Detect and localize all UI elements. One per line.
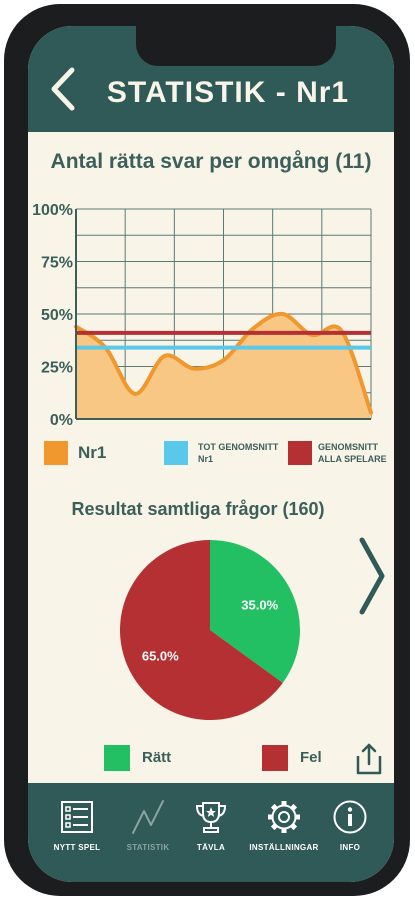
share-icon — [356, 743, 382, 775]
legend-item-fel: Fel — [262, 745, 322, 771]
legend-label-tot-line2: Nr1 — [198, 454, 214, 464]
screen: STATISTIK - Nr1 Antal rätta svar per omg… — [28, 26, 394, 882]
page-title: STATISTIK - Nr1 — [106, 76, 350, 109]
pie-slice-label-ratt: 35.0% — [241, 598, 278, 613]
legend-label-nr1: Nr1 — [78, 443, 107, 462]
y-tick-label: 75% — [41, 255, 73, 272]
pie-chart-legend: Rätt Fel — [28, 741, 394, 777]
pie-slice-fel — [119, 540, 283, 720]
line-chart: 100% 75% 50% 25% 0% — [32, 202, 373, 429]
legend-swatch-alla-spelare — [288, 441, 312, 465]
series-line-nr1 — [74, 311, 373, 415]
gear-icon — [268, 801, 300, 833]
share-button[interactable] — [354, 742, 384, 776]
y-tick-label: 0% — [50, 412, 73, 429]
tab-label-tavla: TÄVLA — [196, 843, 226, 852]
list-icon — [61, 801, 93, 833]
next-button[interactable] — [354, 536, 390, 616]
pie-chart-title: Resultat samtliga frågor (160) — [71, 499, 325, 519]
chevron-left-icon — [51, 67, 75, 111]
legend-label-tot-genomsnitt: TOT GENOMSNITT Nr1 — [198, 441, 278, 465]
trophy-icon — [195, 802, 227, 833]
back-button[interactable] — [46, 66, 82, 112]
statistics-icon — [132, 800, 164, 834]
tab-installningar[interactable]: INSTÄLLNINGAR — [248, 793, 320, 863]
line-chart-title: Antal rätta svar per omgång (11) — [50, 150, 372, 173]
tab-tavla[interactable]: TÄVLA — [175, 793, 247, 863]
y-tick-label: 25% — [41, 360, 73, 377]
legend-item-tot-genomsnitt: TOT GENOMSNITT Nr1 — [164, 441, 278, 465]
pie-slice-label-fel: 65.0% — [142, 648, 179, 663]
legend-swatch-ratt — [104, 745, 130, 771]
phone-frame: STATISTIK - Nr1 Antal rätta svar per omg… — [4, 4, 410, 896]
legend-label-fel: Fel — [300, 749, 322, 766]
line-chart-legend: Nr1 TOT GENOMSNITT Nr1 GENOMSNITT ALLA S… — [28, 436, 394, 486]
legend-item-alla-spelare: GENOMSNITT ALLA SPELARE — [288, 441, 387, 465]
y-tick-label: 50% — [41, 307, 73, 324]
legend-item-ratt: Rätt — [104, 745, 171, 771]
tab-label-nytt-spel: NYTT SPEL — [53, 843, 101, 852]
legend-label-all-line2: ALLA SPELARE — [318, 454, 387, 464]
pie-slice-ratt — [210, 540, 300, 683]
legend-label-all-line1: GENOMSNITT — [318, 442, 378, 452]
legend-label-tot-line1: TOT GENOMSNITT — [198, 442, 279, 452]
legend-swatch-nr1 — [44, 441, 68, 465]
chevron-right-icon — [359, 537, 385, 615]
legend-swatch-fel — [262, 745, 288, 771]
pie-chart: 35.0% 65.0% — [119, 540, 300, 720]
tab-bar: NYTT SPEL STATISTIK TÄVLA — [28, 783, 394, 882]
tab-label-installningar: INSTÄLLNINGAR — [249, 843, 319, 852]
y-tick-label: 100% — [32, 202, 73, 219]
legend-label-alla-spelare: GENOMSNITT ALLA SPELARE — [318, 441, 387, 465]
legend-swatch-tot-genomsnitt — [164, 441, 188, 465]
info-icon — [333, 800, 367, 834]
tab-nytt-spel[interactable]: NYTT SPEL — [41, 793, 113, 863]
legend-label-ratt: Rätt — [142, 749, 172, 766]
tab-label-info: INFO — [339, 843, 361, 852]
series-area-nr1 — [76, 313, 371, 419]
tab-statistik[interactable]: STATISTIK — [112, 793, 184, 863]
legend-item-nr1: Nr1 — [44, 441, 106, 465]
tab-info[interactable]: INFO — [314, 793, 386, 863]
notch — [136, 26, 336, 66]
tab-label-statistik: STATISTIK — [126, 843, 170, 852]
